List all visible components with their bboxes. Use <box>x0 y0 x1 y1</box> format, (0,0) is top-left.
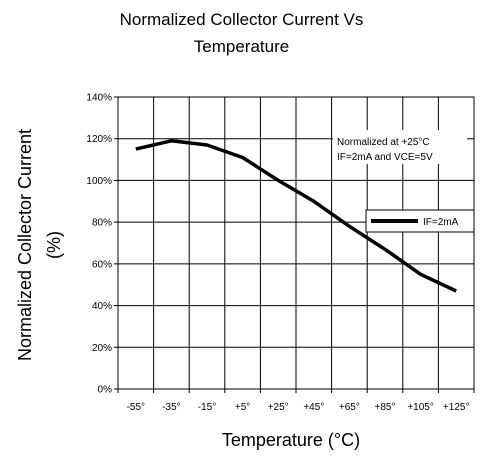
y-axis-ticks: 0% 20% 40% 60% 80% 100% 120% 140% <box>86 93 118 396</box>
y-tick-label: 80% <box>92 218 112 229</box>
legend: IF=2mA <box>366 210 474 232</box>
x-axis-ticks: -55° -35° -15° +5° +25° +45° +65° +85° +105° +125… <box>118 389 474 413</box>
annotation-box: Normalized at +25°C IF=2mA and VCE=5V <box>333 130 467 164</box>
y-tick-label: 120% <box>86 134 112 145</box>
x-tick-label: +25° <box>268 402 289 413</box>
x-tick-label: +65° <box>339 402 360 413</box>
x-tick-label: +45° <box>303 402 324 413</box>
legend-label: IF=2mA <box>423 217 459 228</box>
y-tick-label: 140% <box>86 93 112 104</box>
x-tick-label: +5° <box>235 402 250 413</box>
x-tick-label: -15° <box>198 402 216 413</box>
y-axis-label: Normalized Collector Current (%) <box>15 129 64 361</box>
y-axis-label-line-1: Normalized Collector Current <box>15 129 35 361</box>
y-tick-label: 20% <box>92 343 112 354</box>
x-tick-label: -35° <box>162 402 180 413</box>
x-tick-label: +125° <box>443 402 470 413</box>
annotation-line-1: Normalized at +25°C <box>337 137 430 148</box>
y-axis-label-line-2: (%) <box>44 231 64 259</box>
x-tick-label: +85° <box>375 402 396 413</box>
y-tick-label: 60% <box>92 259 112 270</box>
annotation-line-2: IF=2mA and VCE=5V <box>337 152 433 163</box>
y-tick-label: 0% <box>98 385 113 396</box>
y-tick-label: 100% <box>86 176 112 187</box>
y-tick-label: 40% <box>92 301 112 312</box>
x-tick-label: -55° <box>127 402 145 413</box>
x-tick-label: +105° <box>407 402 434 413</box>
x-axis-label: Temperature (°C) <box>222 430 360 450</box>
